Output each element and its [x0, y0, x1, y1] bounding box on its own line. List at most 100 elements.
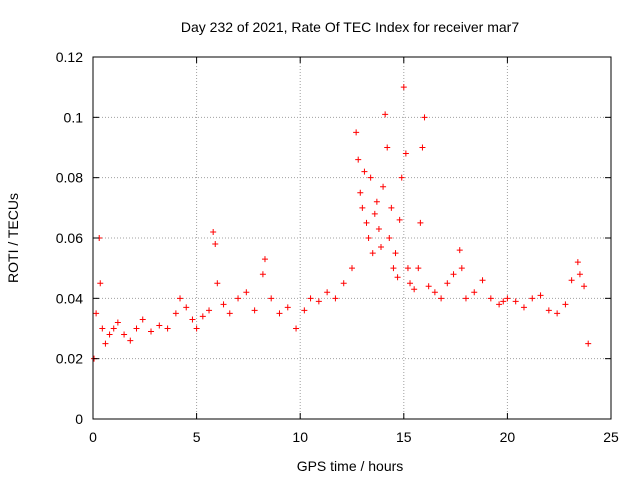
data-point — [378, 244, 385, 251]
x-axis-label: GPS time / hours — [297, 458, 404, 474]
data-point — [114, 319, 121, 326]
data-point — [373, 198, 380, 205]
data-point — [349, 265, 355, 272]
data-point — [243, 289, 250, 296]
data-point — [177, 295, 184, 302]
data-point — [268, 295, 275, 302]
data-point — [415, 265, 422, 272]
data-point — [458, 265, 465, 272]
data-point — [431, 289, 438, 296]
data-point — [121, 331, 128, 338]
data-point — [574, 259, 581, 266]
x-tick-label: 0 — [89, 429, 97, 445]
data-point — [398, 174, 405, 181]
data-point — [581, 283, 588, 290]
x-tick-label: 5 — [193, 429, 201, 445]
data-point — [419, 144, 426, 151]
grid-lines — [93, 57, 611, 419]
data-point — [102, 340, 109, 347]
data-point — [315, 298, 322, 305]
data-point — [106, 331, 113, 338]
data-point — [293, 325, 300, 332]
data-point — [576, 271, 583, 278]
data-point — [251, 307, 258, 314]
y-tick-label: 0.06 — [56, 230, 83, 246]
data-point — [386, 235, 393, 241]
data-point — [384, 144, 391, 151]
data-point — [380, 183, 387, 190]
data-point — [554, 310, 561, 317]
data-point — [301, 307, 308, 314]
data-point — [359, 204, 366, 211]
data-point — [324, 289, 331, 296]
data-point — [471, 289, 478, 296]
data-point — [189, 316, 196, 323]
data-point — [562, 301, 569, 308]
data-point — [520, 304, 527, 311]
y-tick-label: 0 — [75, 411, 83, 427]
data-point — [382, 111, 389, 118]
data-point — [496, 301, 503, 308]
data-point — [425, 283, 432, 290]
y-tick-label: 0.08 — [56, 170, 83, 186]
data-point — [284, 304, 291, 311]
data-point — [504, 295, 511, 302]
data-point — [357, 189, 364, 196]
axis-ticks: 0 5 10 15 20 25 0 0.02 0.04 0.06 0.08 0.1 0.12 — [56, 49, 619, 445]
data-point — [479, 277, 486, 284]
data-point — [407, 280, 414, 287]
data-point — [456, 247, 463, 254]
data-point — [148, 328, 155, 335]
data-point — [172, 310, 179, 317]
data-point — [220, 301, 227, 308]
data-point — [400, 84, 407, 91]
data-point — [394, 274, 401, 281]
data-point — [156, 322, 163, 329]
data-point — [332, 295, 339, 302]
x-tick-label: 20 — [500, 429, 516, 445]
data-point — [363, 219, 370, 226]
data-point — [133, 325, 140, 332]
data-point — [388, 204, 395, 211]
data-point — [444, 280, 451, 287]
data-point — [355, 156, 362, 163]
data-point — [487, 295, 494, 302]
data-point — [411, 286, 418, 293]
data-point — [392, 250, 399, 257]
x-tick-label: 25 — [603, 429, 619, 445]
data-point — [450, 271, 457, 278]
data-point — [545, 307, 552, 314]
data-point — [199, 313, 206, 320]
data-point — [585, 340, 592, 347]
x-tick-label: 15 — [396, 429, 412, 445]
data-point — [340, 280, 347, 287]
plot-frame — [92, 56, 612, 420]
y-tick-label: 0.02 — [56, 351, 83, 367]
data-point — [512, 298, 519, 305]
data-point — [367, 174, 374, 181]
data-point — [214, 280, 221, 287]
data-point — [369, 250, 376, 257]
data-point — [206, 307, 213, 314]
data-point — [261, 256, 268, 263]
data-point — [537, 292, 544, 299]
data-point — [396, 216, 403, 223]
data-point — [361, 168, 368, 175]
data-point — [402, 150, 409, 157]
data-point — [307, 295, 314, 302]
data-point — [97, 280, 104, 287]
data-point — [500, 298, 507, 305]
data-point — [110, 325, 117, 332]
y-axis-label: ROTI / TECUs — [5, 193, 21, 283]
data-point — [438, 295, 445, 302]
x-tick-label: 10 — [292, 429, 308, 445]
y-tick-label: 0.04 — [56, 290, 83, 306]
data-point — [404, 265, 411, 272]
data-point — [210, 228, 217, 235]
data-point — [226, 310, 233, 317]
data-point — [421, 114, 428, 121]
data-point — [183, 304, 190, 311]
data-point — [462, 295, 469, 302]
data-point — [417, 219, 424, 226]
